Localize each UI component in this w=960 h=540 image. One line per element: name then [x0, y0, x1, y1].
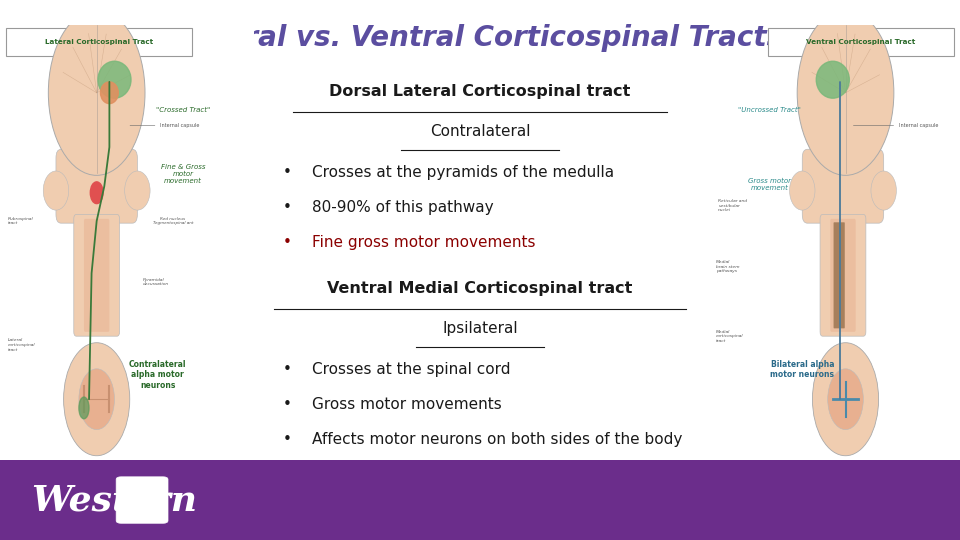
- FancyBboxPatch shape: [768, 28, 953, 56]
- Text: 80-90% of this pathway: 80-90% of this pathway: [312, 200, 493, 215]
- Circle shape: [828, 369, 863, 430]
- FancyBboxPatch shape: [84, 219, 109, 332]
- Text: Ventral Corticospinal Tract: Ventral Corticospinal Tract: [806, 39, 916, 45]
- Text: Internal capsule: Internal capsule: [160, 123, 200, 128]
- Circle shape: [48, 10, 145, 176]
- Text: Rubrospinal
tract: Rubrospinal tract: [8, 217, 34, 225]
- Text: Dorsal Lateral Corticospinal tract: Dorsal Lateral Corticospinal tract: [329, 84, 631, 99]
- Text: Western: Western: [31, 483, 197, 517]
- Text: Gross motor
movement: Gross motor movement: [748, 178, 791, 191]
- Text: •: •: [283, 165, 292, 180]
- Text: Ipsilateral: Ipsilateral: [443, 321, 517, 336]
- Text: •: •: [283, 235, 292, 250]
- Text: Crosses at the spinal cord: Crosses at the spinal cord: [312, 362, 511, 377]
- FancyBboxPatch shape: [116, 477, 168, 523]
- Text: Lateral
corticospinal
tract: Lateral corticospinal tract: [8, 339, 36, 352]
- Text: •: •: [283, 200, 292, 215]
- FancyBboxPatch shape: [803, 149, 884, 223]
- Text: Lateral Corticospinal Tract: Lateral Corticospinal Tract: [45, 39, 154, 45]
- Text: Affects motor neurons on both sides of the body: Affects motor neurons on both sides of t…: [312, 432, 683, 447]
- FancyBboxPatch shape: [833, 222, 845, 328]
- FancyBboxPatch shape: [56, 149, 137, 223]
- Ellipse shape: [79, 397, 89, 419]
- Text: Reticular and
vestibular
nuclei: Reticular and vestibular nuclei: [718, 199, 747, 212]
- FancyBboxPatch shape: [830, 219, 855, 332]
- Text: Contralateral: Contralateral: [430, 124, 530, 139]
- Circle shape: [812, 343, 878, 456]
- Text: Fine gross motor movements: Fine gross motor movements: [312, 235, 536, 250]
- Circle shape: [63, 343, 130, 456]
- Text: "Crossed Tract": "Crossed Tract": [156, 107, 210, 113]
- Text: Lateral vs. Ventral Corticospinal Tracts: Lateral vs. Ventral Corticospinal Tracts: [177, 24, 783, 52]
- Text: Medial
brain stem
pathways: Medial brain stem pathways: [716, 260, 739, 273]
- FancyBboxPatch shape: [7, 28, 192, 56]
- Text: Ventral Medial Corticospinal tract: Ventral Medial Corticospinal tract: [327, 281, 633, 296]
- Text: Crosses at the pyramids of the medulla: Crosses at the pyramids of the medulla: [312, 165, 614, 180]
- Text: "Uncrossed Tract": "Uncrossed Tract": [738, 107, 801, 113]
- Ellipse shape: [816, 61, 850, 98]
- Ellipse shape: [871, 171, 897, 210]
- Text: Red nucleus
Tegmentospinal ant: Red nucleus Tegmentospinal ant: [153, 217, 193, 225]
- Ellipse shape: [125, 171, 150, 210]
- Ellipse shape: [43, 171, 69, 210]
- Text: Gross motor movements: Gross motor movements: [312, 397, 502, 412]
- Circle shape: [79, 369, 114, 430]
- Text: Medial
corticospinal
tract: Medial corticospinal tract: [716, 329, 743, 343]
- Text: •: •: [283, 397, 292, 412]
- Text: Internal capsule: Internal capsule: [899, 123, 938, 128]
- Bar: [0, 460, 960, 540]
- FancyBboxPatch shape: [820, 214, 866, 336]
- Text: •: •: [283, 432, 292, 447]
- Ellipse shape: [789, 171, 815, 210]
- Ellipse shape: [98, 61, 131, 98]
- Circle shape: [90, 182, 103, 204]
- Circle shape: [797, 10, 894, 176]
- Text: Bilateral alpha
motor neurons: Bilateral alpha motor neurons: [770, 360, 834, 380]
- Text: Pyramidal
decussation: Pyramidal decussation: [142, 278, 169, 286]
- Ellipse shape: [101, 82, 118, 104]
- Text: Contralateral
alpha motor
neurons: Contralateral alpha motor neurons: [129, 360, 186, 390]
- Text: Fine & Gross
motor
movement: Fine & Gross motor movement: [161, 165, 205, 185]
- Text: •: •: [283, 362, 292, 377]
- FancyBboxPatch shape: [74, 214, 120, 336]
